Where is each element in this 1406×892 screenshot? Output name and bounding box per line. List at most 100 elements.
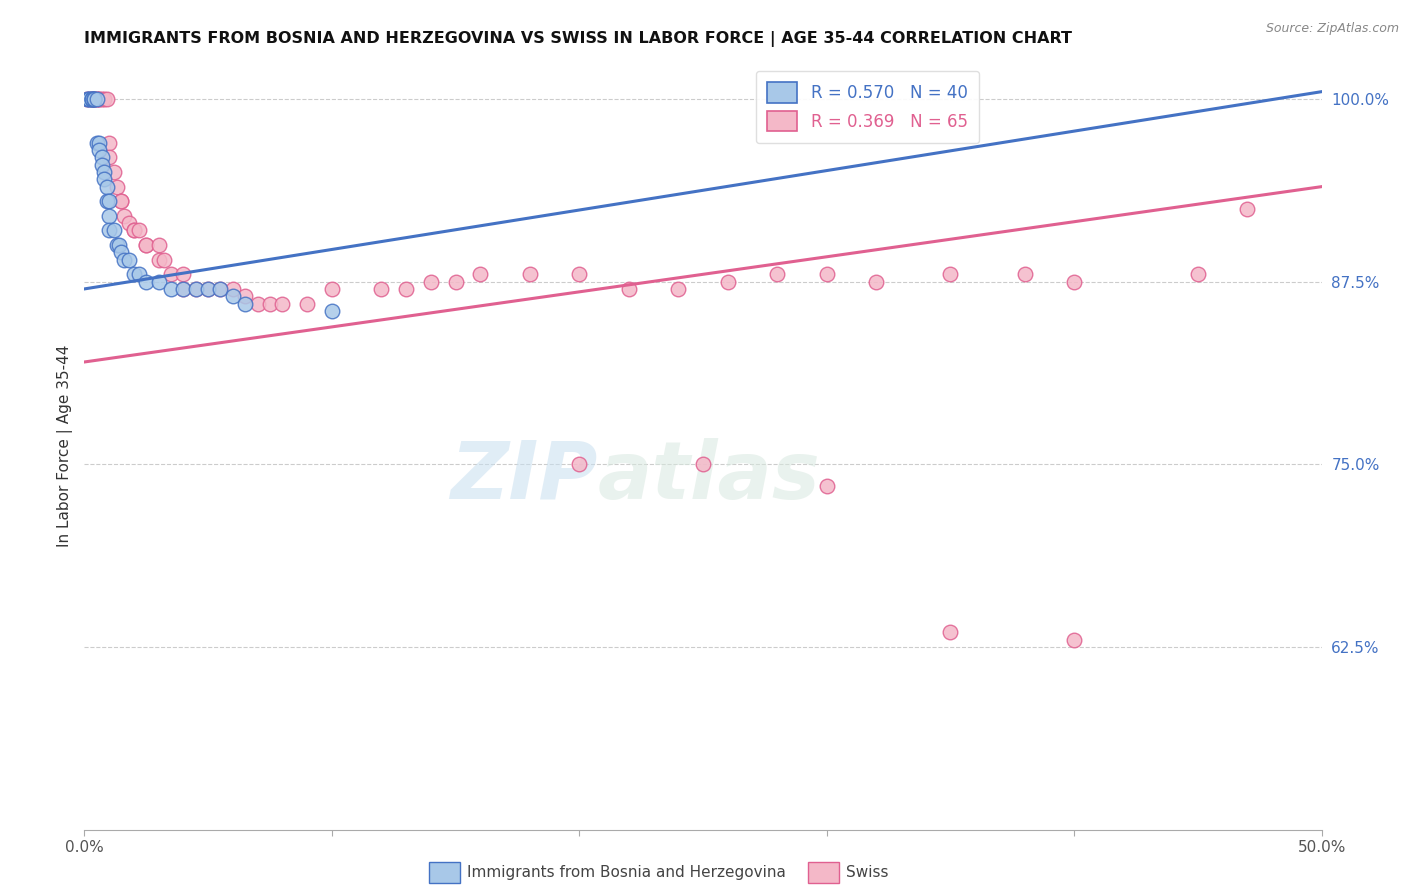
Point bbox=[83, 92, 105, 106]
Point bbox=[617, 282, 640, 296]
Point bbox=[815, 479, 838, 493]
Point bbox=[135, 238, 157, 252]
Point bbox=[90, 150, 112, 164]
Point bbox=[98, 150, 121, 164]
Point bbox=[108, 238, 131, 252]
Point bbox=[233, 289, 256, 303]
Point bbox=[184, 282, 207, 296]
Point bbox=[110, 194, 132, 209]
Point bbox=[80, 92, 103, 106]
Point bbox=[98, 194, 121, 209]
Point bbox=[222, 282, 245, 296]
Point bbox=[184, 282, 207, 296]
Point bbox=[128, 268, 150, 282]
Point bbox=[209, 282, 232, 296]
Point bbox=[122, 223, 145, 237]
Text: Source: ZipAtlas.com: Source: ZipAtlas.com bbox=[1265, 22, 1399, 36]
Point bbox=[89, 143, 111, 157]
Text: atlas: atlas bbox=[598, 438, 821, 516]
Point bbox=[93, 165, 115, 179]
Text: IMMIGRANTS FROM BOSNIA AND HERZEGOVINA VS SWISS IN LABOR FORCE | AGE 35-44 CORRE: IMMIGRANTS FROM BOSNIA AND HERZEGOVINA V… bbox=[84, 31, 1073, 47]
Point bbox=[90, 92, 112, 106]
Point bbox=[271, 296, 294, 310]
Point bbox=[86, 92, 108, 106]
Point bbox=[1187, 268, 1209, 282]
Point bbox=[197, 282, 219, 296]
Point bbox=[370, 282, 392, 296]
Point bbox=[96, 92, 118, 106]
Point bbox=[1063, 632, 1085, 647]
Point bbox=[80, 92, 103, 106]
Point bbox=[1063, 275, 1085, 289]
Point bbox=[519, 268, 541, 282]
Point bbox=[766, 268, 789, 282]
Legend: R = 0.570   N = 40, R = 0.369   N = 65: R = 0.570 N = 40, R = 0.369 N = 65 bbox=[755, 70, 979, 143]
Point bbox=[76, 92, 98, 106]
Point bbox=[246, 296, 269, 310]
Point bbox=[83, 92, 105, 106]
Point bbox=[98, 136, 121, 150]
Point bbox=[96, 179, 118, 194]
Point bbox=[160, 282, 183, 296]
Point bbox=[197, 282, 219, 296]
Point bbox=[80, 92, 103, 106]
Point bbox=[80, 92, 103, 106]
Point bbox=[172, 282, 194, 296]
Point bbox=[321, 282, 343, 296]
Point bbox=[419, 275, 441, 289]
Point bbox=[118, 216, 141, 230]
Point bbox=[1236, 202, 1258, 216]
Point bbox=[96, 194, 118, 209]
Point bbox=[83, 92, 105, 106]
Point bbox=[105, 238, 128, 252]
Point bbox=[939, 268, 962, 282]
Point bbox=[79, 92, 101, 106]
Point bbox=[444, 275, 467, 289]
Point bbox=[76, 92, 98, 106]
Text: Immigrants from Bosnia and Herzegovina: Immigrants from Bosnia and Herzegovina bbox=[467, 865, 786, 880]
Point bbox=[105, 179, 128, 194]
Point bbox=[79, 92, 101, 106]
Point bbox=[89, 136, 111, 150]
Point bbox=[112, 209, 135, 223]
Point bbox=[89, 92, 111, 106]
Point bbox=[112, 252, 135, 267]
Point bbox=[692, 457, 714, 471]
Point bbox=[122, 268, 145, 282]
Text: Swiss: Swiss bbox=[846, 865, 889, 880]
Point bbox=[79, 92, 101, 106]
Point bbox=[83, 92, 105, 106]
Point bbox=[815, 268, 838, 282]
Point bbox=[160, 268, 183, 282]
Point bbox=[80, 92, 103, 106]
Point bbox=[233, 296, 256, 310]
Point bbox=[1014, 268, 1036, 282]
Point bbox=[172, 268, 194, 282]
Point bbox=[259, 296, 281, 310]
Point bbox=[89, 92, 111, 106]
Point bbox=[110, 245, 132, 260]
Point bbox=[86, 136, 108, 150]
Point bbox=[148, 238, 170, 252]
Point bbox=[222, 289, 245, 303]
Point bbox=[148, 275, 170, 289]
Point bbox=[939, 625, 962, 640]
Point bbox=[83, 92, 105, 106]
Point bbox=[103, 165, 125, 179]
Point bbox=[865, 275, 887, 289]
Point bbox=[395, 282, 418, 296]
Point bbox=[135, 238, 157, 252]
Point bbox=[86, 92, 108, 106]
Point bbox=[93, 172, 115, 186]
Point bbox=[86, 92, 108, 106]
Point bbox=[172, 282, 194, 296]
Point bbox=[666, 282, 689, 296]
Y-axis label: In Labor Force | Age 35-44: In Labor Force | Age 35-44 bbox=[58, 345, 73, 547]
Point bbox=[568, 457, 591, 471]
Point bbox=[98, 209, 121, 223]
Point bbox=[98, 223, 121, 237]
Point bbox=[470, 268, 492, 282]
Point bbox=[717, 275, 740, 289]
Point bbox=[321, 303, 343, 318]
Point bbox=[128, 223, 150, 237]
